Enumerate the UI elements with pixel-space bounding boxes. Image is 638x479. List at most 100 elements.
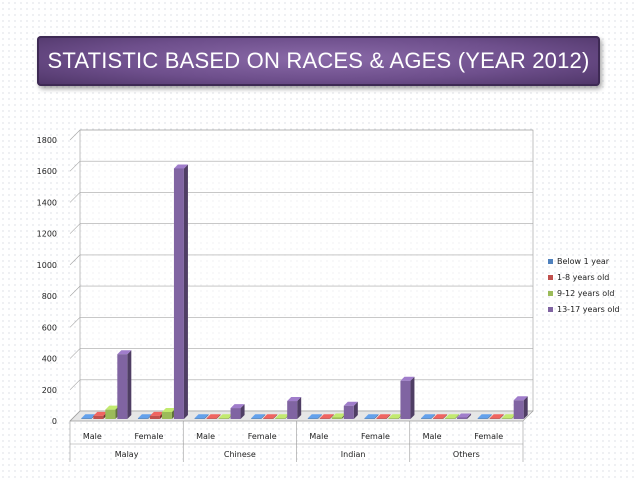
bar-1-7 [489,414,504,419]
y-tick-label: 1600 [37,167,57,176]
bar-front [161,411,172,419]
bar-top [331,413,346,418]
bar-top [206,414,221,419]
x-category-label: Female [134,432,163,441]
bar-0-6 [421,414,436,419]
x-category-label: Male [423,432,442,441]
y-tick-label: 0 [52,417,57,426]
bar-top [457,413,472,418]
bar-3-1 [173,164,188,419]
bar-side [216,414,221,419]
bar-3-5 [400,376,415,419]
bar-side [386,414,391,419]
bar-top [489,414,504,419]
bar-front [194,418,205,419]
bar-0-2 [194,414,209,419]
x-category-label: Male [196,432,215,441]
gridline-side-400 [69,348,81,359]
gridline-side-0 [69,410,81,422]
bar-front [388,418,399,419]
bar-front [376,418,387,419]
title-banner: STATISTIC BASED ON RACES & AGES (YEAR 20… [37,36,600,86]
bar-front [149,415,160,419]
bar-1-4 [319,414,334,419]
bar-front [331,417,342,419]
bar-front [400,380,411,419]
plot-back-wall [79,129,534,412]
gridline-side-1600 [69,161,81,172]
bar-3-3 [287,397,302,419]
bar-side [261,414,266,419]
bar-0-4 [307,414,322,419]
bar-side [443,414,448,419]
x-group-label: Chinese [224,450,256,459]
bar-front [173,168,184,419]
bar-side [329,414,334,419]
bar-front [513,400,524,419]
bar-top [137,414,152,419]
bar-front [206,418,217,419]
bar-side [410,376,415,419]
axis-labels: 0 200 400 600 800 1000 1200 1400 1600 1800 Male Fem… [37,136,504,459]
bar-front [93,415,104,419]
legend: Below 1 year 1-8 years old 9-12 years old 1… [548,257,620,314]
bar-front [275,418,286,419]
bar-top [263,414,278,419]
bar-0-7 [477,414,492,419]
bar-3-2 [230,404,245,419]
bar-side [374,414,379,419]
chart-title: STATISTIC BASED ON RACES & AGES (YEAR 20… [47,48,590,73]
bar-2-6 [445,414,460,419]
bar-side [431,414,436,419]
x-category-label: Female [248,432,277,441]
bar-top [388,414,403,419]
gridline-side-600 [69,317,81,328]
legend-swatch [548,291,553,296]
bar-1-2 [206,414,221,419]
gridline-side-800 [69,285,81,297]
bar-top [501,414,516,419]
bar-front [105,409,116,419]
bar-front [501,418,512,419]
bar-side [499,414,504,419]
bar-top [149,411,164,416]
bars [81,164,528,419]
bar-front [251,418,262,419]
bar-side [273,414,278,419]
bar-front [287,401,298,419]
y-tick-label: 200 [42,386,57,395]
x-group-label: Malay [115,450,139,459]
bar-front [137,418,148,419]
legend-label: 13-17 years old [557,305,620,314]
bar-top [364,414,379,419]
bar-3-6 [457,413,472,419]
bar-front [218,418,229,419]
bar-top [251,414,266,419]
bar-top [105,405,120,410]
bar-side [487,414,492,419]
legend-swatch [548,259,553,264]
legend-label: 1-8 years old [557,273,609,282]
bar-front [457,417,468,419]
bar-front [421,418,432,419]
bar-front [319,418,330,419]
bar-top [400,376,415,381]
bar-front [230,408,241,419]
legend-swatch [548,307,553,312]
y-tick-label: 1400 [37,198,57,207]
bar-1-3 [263,414,278,419]
bar-3-7 [513,396,528,419]
bar-0-5 [364,414,379,419]
bar-front [307,418,318,419]
y-tick-label: 1200 [37,230,57,239]
bar-3-0 [117,350,132,419]
gridline-side-1800 [69,129,81,141]
bar-top [433,414,448,419]
gridline-side-200 [69,379,81,390]
bar-top [343,401,358,406]
bar-top [275,414,290,419]
y-tick-label: 1000 [37,261,57,270]
legend-swatch [548,275,553,280]
gridline-side-1200 [69,223,81,234]
bar-0-3 [251,414,266,419]
